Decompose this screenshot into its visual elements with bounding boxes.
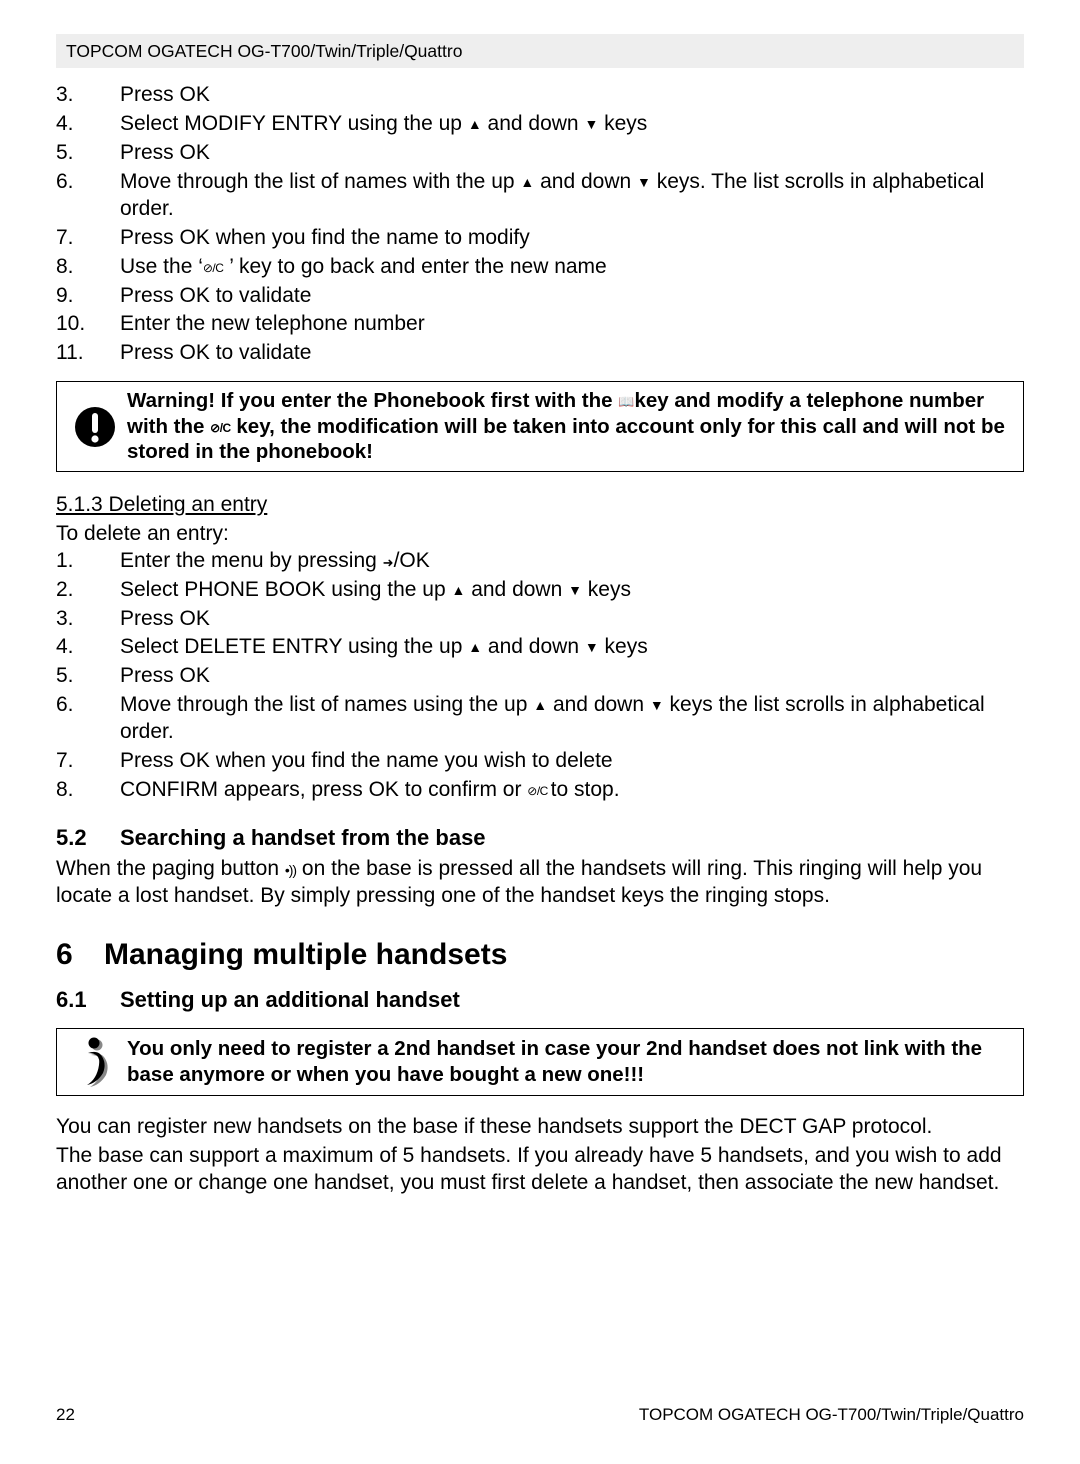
menu-key-icon — [383, 549, 394, 572]
paging-icon — [285, 857, 296, 880]
paragraph: The base can support a maximum of 5 hand… — [56, 1143, 1024, 1197]
step-text: CONFIRM appears, press OK to confirm or … — [120, 777, 1024, 804]
list-item: 7.Press OK when you find the name you wi… — [56, 748, 1024, 775]
list-item: 1.Enter the menu by pressing /OK — [56, 548, 1024, 575]
list-item: 4.Select MODIFY ENTRY using the up and d… — [56, 111, 1024, 138]
chapter-heading-6: 6 Managing multiple handsets — [56, 936, 1024, 974]
header-title: TOPCOM OGATECH OG-T700/Twin/Triple/Quatt… — [66, 41, 462, 61]
arrow-down-icon — [568, 582, 582, 598]
clear-key-icon: ⊘/C — [527, 784, 550, 798]
info-box: You only need to register a 2nd handset … — [56, 1028, 1024, 1096]
arrow-up-icon — [533, 697, 547, 713]
footer-title: TOPCOM OGATECH OG-T700/Twin/Triple/Quatt… — [639, 1404, 1024, 1426]
step-text: Press OK when you find the name to modif… — [120, 225, 1024, 252]
step-text: Press OK when you find the name you wish… — [120, 748, 1024, 775]
step-number: 3. — [56, 82, 120, 109]
list-item: 2.Select PHONE BOOK using the up and dow… — [56, 577, 1024, 604]
list-item: 5.Press OK — [56, 140, 1024, 167]
step-text: Move through the list of names using the… — [120, 692, 1024, 746]
step-number: 2. — [56, 577, 120, 604]
step-text: Move through the list of names with the … — [120, 169, 1024, 223]
arrow-down-icon — [584, 116, 598, 132]
step-number: 7. — [56, 225, 120, 252]
arrow-up-icon — [520, 174, 534, 190]
arrow-down-icon — [637, 174, 651, 190]
warning-box: Warning! If you enter the Phonebook firs… — [56, 381, 1024, 472]
step-text: Select MODIFY ENTRY using the up and dow… — [120, 111, 1024, 138]
intro-text: To delete an entry: — [56, 521, 1024, 548]
list-item: 3.Press OK — [56, 82, 1024, 109]
step-number: 6. — [56, 692, 120, 746]
step-text: Select DELETE ENTRY using the up and dow… — [120, 634, 1024, 661]
step-text: Press OK — [120, 82, 1024, 109]
list-item: 8.CONFIRM appears, press OK to confirm o… — [56, 777, 1024, 804]
step-text: Select PHONE BOOK using the up and down … — [120, 577, 1024, 604]
step-number: 4. — [56, 634, 120, 661]
step-number: 8. — [56, 254, 120, 281]
list-item: 8.Use the ‘⊘/C ’ key to go back and ente… — [56, 254, 1024, 281]
arrow-up-icon — [452, 582, 466, 598]
heading-title: Managing multiple handsets — [104, 936, 507, 974]
step-text: Press OK to validate — [120, 340, 1024, 367]
clear-key-icon: ⊘/C — [210, 421, 231, 435]
step-number: 11. — [56, 340, 120, 367]
step-number: 10. — [56, 311, 120, 338]
step-number: 6. — [56, 169, 120, 223]
step-text: Press OK — [120, 663, 1024, 690]
page-header-bar: TOPCOM OGATECH OG-T700/Twin/Triple/Quatt… — [56, 34, 1024, 68]
step-text: Use the ‘⊘/C ’ key to go back and enter … — [120, 254, 1024, 281]
step-number: 5. — [56, 140, 120, 167]
page-footer: 22 TOPCOM OGATECH OG-T700/Twin/Triple/Qu… — [56, 1404, 1024, 1426]
step-number: 7. — [56, 748, 120, 775]
warning-text: Warning! If you enter the Phonebook firs… — [127, 388, 1013, 465]
step-number: 3. — [56, 606, 120, 633]
phonebook-icon — [618, 389, 634, 412]
step-number: 1. — [56, 548, 120, 575]
step-text: Press OK to validate — [120, 283, 1024, 310]
list-item: 9.Press OK to validate — [56, 283, 1024, 310]
heading-number: 6 — [56, 936, 104, 974]
steps-modify-entry: 3.Press OK 4.Select MODIFY ENTRY using t… — [56, 82, 1024, 367]
step-number: 4. — [56, 111, 120, 138]
step-number: 8. — [56, 777, 120, 804]
arrow-up-icon — [468, 639, 482, 655]
arrow-down-icon — [585, 639, 599, 655]
step-text: Enter the new telephone number — [120, 311, 1024, 338]
section-body: When the paging button on the base is pr… — [56, 856, 1024, 910]
step-number: 9. — [56, 283, 120, 310]
subsection-heading: 5.1.3 Deleting an entry — [56, 492, 267, 519]
heading-number: 6.1 — [56, 986, 120, 1014]
step-text: Press OK — [120, 140, 1024, 167]
arrow-up-icon — [468, 116, 482, 132]
list-item: 6.Move through the list of names using t… — [56, 692, 1024, 746]
list-item: 3.Press OK — [56, 606, 1024, 633]
info-text: You only need to register a 2nd handset … — [127, 1036, 1013, 1087]
section-heading-6-1: 6.1 Setting up an additional handset — [56, 986, 1024, 1014]
list-item: 10.Enter the new telephone number — [56, 311, 1024, 338]
page-number: 22 — [56, 1404, 75, 1426]
list-item: 7.Press OK when you find the name to mod… — [56, 225, 1024, 252]
list-item: 6.Move through the list of names with th… — [56, 169, 1024, 223]
arrow-down-icon — [650, 697, 664, 713]
heading-number: 5.2 — [56, 824, 120, 852]
paragraph: You can register new handsets on the bas… — [56, 1114, 1024, 1141]
step-text: Enter the menu by pressing /OK — [120, 548, 1024, 575]
heading-title: Setting up an additional handset — [120, 986, 460, 1014]
list-item: 4.Select DELETE ENTRY using the up and d… — [56, 634, 1024, 661]
step-number: 5. — [56, 663, 120, 690]
list-item: 11.Press OK to validate — [56, 340, 1024, 367]
steps-delete-entry: 1.Enter the menu by pressing /OK 2.Selec… — [56, 548, 1024, 804]
warning-icon — [63, 405, 127, 449]
list-item: 5.Press OK — [56, 663, 1024, 690]
clear-key-icon: ⊘/C — [203, 261, 224, 275]
info-icon — [63, 1035, 127, 1089]
section-heading-5-2: 5.2 Searching a handset from the base — [56, 824, 1024, 852]
step-text: Press OK — [120, 606, 1024, 633]
heading-title: Searching a handset from the base — [120, 824, 486, 852]
